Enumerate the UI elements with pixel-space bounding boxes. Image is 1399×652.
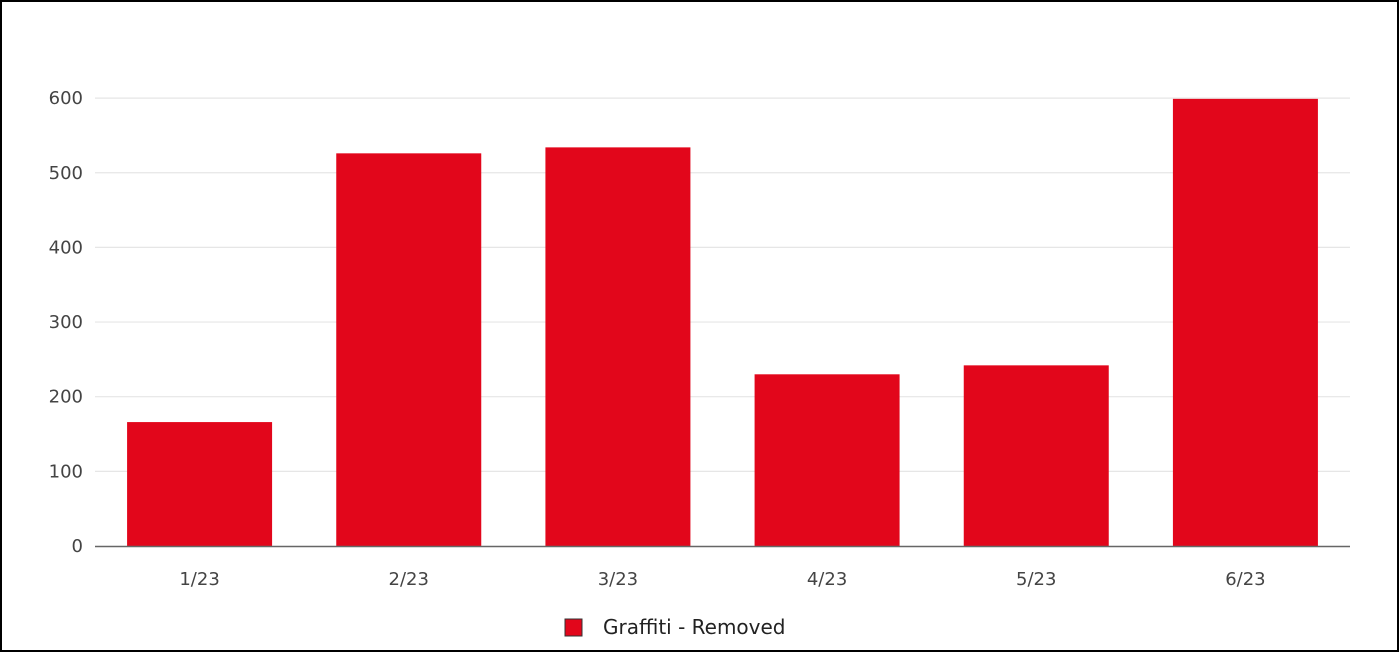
y-tick-label: 100 bbox=[49, 461, 83, 482]
bar[interactable] bbox=[545, 147, 691, 546]
y-tick-label: 500 bbox=[49, 163, 83, 184]
y-tick-label: 600 bbox=[49, 88, 83, 109]
y-tick-label: 0 bbox=[72, 536, 83, 557]
legend-swatch bbox=[564, 618, 583, 637]
y-tick-label: 300 bbox=[49, 312, 83, 333]
bar[interactable] bbox=[336, 153, 482, 546]
y-tick-label: 200 bbox=[49, 387, 83, 408]
legend-label: Graffiti - Removed bbox=[603, 615, 786, 639]
gridlines bbox=[95, 97, 1350, 472]
x-tick-label: 5/23 bbox=[1016, 569, 1056, 590]
x-tick-label: 6/23 bbox=[1225, 569, 1265, 590]
y-tick-label: 400 bbox=[49, 237, 83, 258]
x-tick-label: 3/23 bbox=[598, 569, 638, 590]
x-tick-label: 4/23 bbox=[807, 569, 847, 590]
bar[interactable] bbox=[1172, 98, 1318, 546]
x-axis-tick-labels: 1/23 2/23 3/23 4/23 5/23 6/23 bbox=[179, 569, 1265, 590]
x-tick-label: 1/23 bbox=[179, 569, 219, 590]
y-axis-tick-labels: 0 100 200 300 400 500 600 bbox=[49, 88, 83, 557]
bar[interactable] bbox=[963, 365, 1109, 546]
x-tick-label: 2/23 bbox=[389, 569, 429, 590]
bar[interactable] bbox=[754, 374, 900, 546]
bars bbox=[127, 98, 1318, 546]
legend[interactable]: Graffiti - Removed bbox=[564, 615, 786, 639]
bar[interactable] bbox=[127, 422, 273, 546]
